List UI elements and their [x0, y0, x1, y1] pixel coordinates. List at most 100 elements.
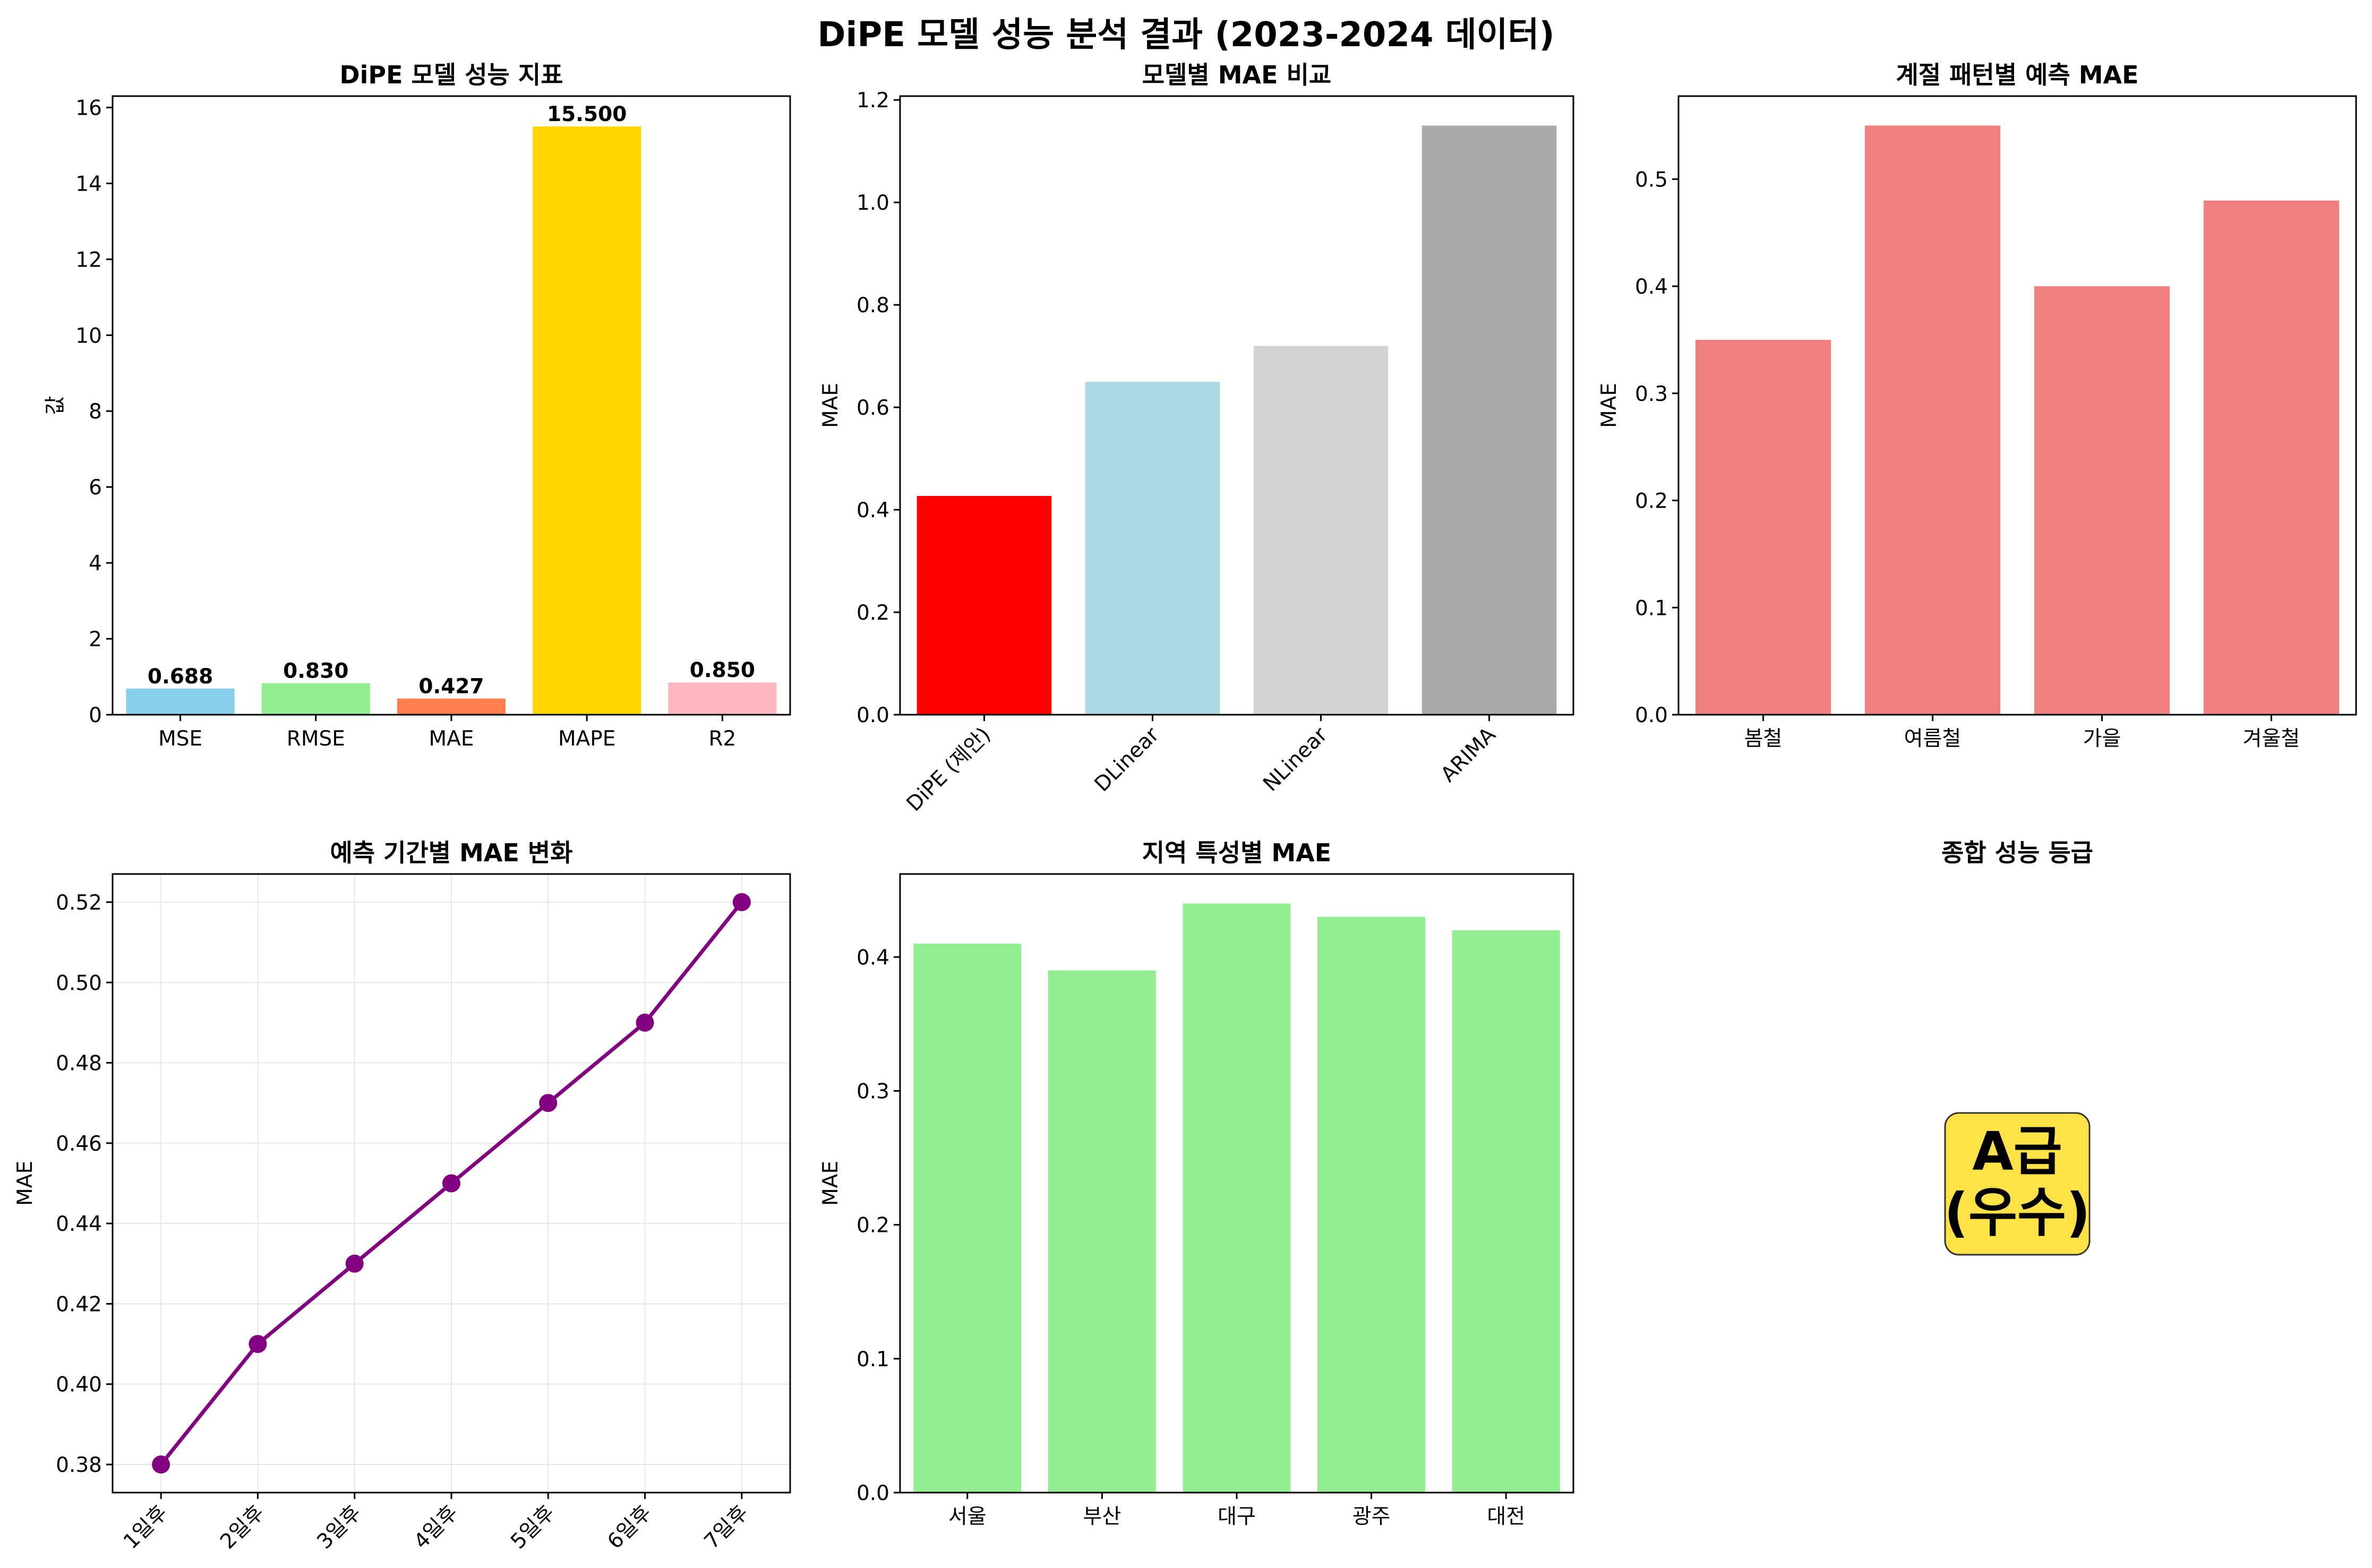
x-tick-label: 6일후	[603, 1501, 656, 1554]
y-tick-label: 0.6	[857, 396, 889, 420]
data-point	[249, 1335, 267, 1353]
y-axis-label: MAE	[819, 383, 843, 428]
y-tick-label: 0.48	[56, 1052, 102, 1076]
chart-title: 지역 특성별 MAE	[1142, 838, 1331, 867]
x-tick-label: DLinear	[1090, 723, 1164, 796]
bar-광주	[1317, 916, 1426, 1493]
data-point	[636, 1013, 654, 1032]
figure-title: DiPE 모델 성능 분석 결과 (2023-2024 데이터)	[817, 15, 1555, 55]
data-label: 15.500	[547, 102, 627, 126]
bar-봄철	[1695, 339, 1831, 715]
bar-MAPE	[533, 126, 641, 715]
x-tick-label: 4일후	[409, 1501, 463, 1554]
x-tick-label: MAE	[429, 727, 474, 751]
y-tick-label: 0.42	[56, 1292, 102, 1316]
x-tick-label: 가을	[2083, 727, 2121, 751]
grade-badge	[1944, 1112, 2091, 1256]
data-label: 0.427	[418, 674, 484, 698]
y-tick-label: 16	[75, 96, 102, 120]
y-tick-label: 1.2	[857, 89, 889, 113]
data-point	[345, 1254, 364, 1273]
bar-NLinear	[1253, 346, 1389, 715]
x-tick-label: 대전	[1487, 1505, 1525, 1529]
bar-MSE	[126, 688, 235, 715]
y-tick-label: 0.0	[1635, 704, 1668, 727]
y-tick-label: 0.44	[56, 1212, 102, 1236]
y-axis-label: MAE	[1597, 383, 1621, 428]
grade-panel-title: 종합 성능 등급	[1941, 838, 2093, 867]
x-tick-label: 대구	[1218, 1505, 1256, 1529]
chart-title: 예측 기간별 MAE 변화	[330, 838, 572, 867]
y-tick-label: 0.4	[1635, 275, 1668, 299]
chart-metrics: 0.688 0.830 0.427 15.500 0.850 0 2 4 6 8 10 12 14 16 M…	[44, 61, 791, 751]
grade-panel: 종합 성능 등급 A급(우수)	[1941, 838, 2093, 1256]
y-tick-label: 0.0	[857, 1481, 889, 1505]
y-tick-label: 0.2	[857, 1214, 889, 1238]
y-tick-label: 0.46	[56, 1132, 102, 1156]
y-tick-label: 0.1	[857, 1348, 889, 1372]
bar-R2	[668, 682, 777, 715]
chart-title: 모델별 MAE 비교	[1142, 61, 1331, 89]
y-tick-label: 0.3	[1635, 382, 1668, 406]
bar-부산	[1048, 970, 1156, 1493]
y-tick-label: 0.2	[1635, 490, 1668, 513]
data-label: 0.688	[148, 665, 213, 689]
y-tick-label: 10	[75, 324, 102, 348]
plot-frame	[112, 95, 791, 716]
y-tick-label: 0.4	[857, 499, 889, 522]
y-tick-label: 0.5	[1635, 168, 1668, 192]
x-tick-label: 2일후	[216, 1501, 269, 1554]
y-tick-label: 0.1	[1635, 596, 1668, 620]
y-axis-label: 값	[44, 396, 67, 415]
x-tick-label: 여름철	[1904, 727, 1962, 751]
bar-RMSE	[261, 683, 370, 715]
y-tick-label: 12	[75, 248, 102, 272]
y-tick-label: 8	[89, 400, 102, 424]
y-tick-label: 2	[89, 628, 102, 652]
x-tick-label: 3일후	[313, 1501, 366, 1554]
data-point	[442, 1174, 460, 1193]
x-tick-label: 겨울철	[2243, 727, 2300, 751]
y-axis-label: MAE	[819, 1161, 843, 1206]
x-tick-label: 5일후	[506, 1501, 559, 1554]
chart-model-compare: 0.0 0.2 0.4 0.6 0.8 1.0 1.2 DiPE (제안) DLinear NLi…	[819, 61, 1574, 816]
data-label: 0.830	[283, 659, 348, 683]
bar-서울	[913, 944, 1022, 1493]
x-tick-label: ARIMA	[1436, 723, 1501, 787]
data-label: 0.850	[690, 658, 755, 682]
x-tick-label: 서울	[948, 1505, 987, 1529]
chart-title: DiPE 모델 성능 지표	[339, 61, 563, 89]
bar-여름철	[1864, 125, 2001, 715]
y-tick-label: 4	[89, 552, 102, 576]
x-tick-label: MSE	[158, 727, 202, 751]
y-tick-label: 14	[75, 172, 102, 196]
data-point	[152, 1455, 170, 1474]
y-tick-label: 0.2	[857, 601, 889, 625]
y-tick-label: 0.4	[857, 946, 889, 970]
y-tick-label: 0.50	[56, 971, 102, 995]
bar-DLinear	[1085, 381, 1220, 715]
y-tick-label: 1.0	[857, 191, 889, 215]
chart-horizon: 0.38 0.40 0.42 0.44 0.46 0.48 0.50 0.52 1일후 2일후 3일…	[13, 838, 791, 1554]
x-tick-label: 광주	[1352, 1505, 1391, 1529]
x-tick-label: 1일후	[119, 1501, 172, 1554]
x-tick-label: 부산	[1083, 1505, 1121, 1529]
y-tick-label: 0.38	[56, 1453, 102, 1477]
bar-겨울철	[2203, 200, 2340, 715]
plot-frame	[899, 95, 1574, 716]
x-tick-label: NLinear	[1258, 723, 1332, 796]
grade-text: A급	[1972, 1120, 2062, 1183]
bar-가을	[2034, 286, 2170, 715]
data-point	[732, 893, 751, 911]
bar-대전	[1452, 930, 1560, 1493]
y-tick-label: 0.3	[857, 1080, 889, 1104]
y-axis-label: MAE	[13, 1161, 37, 1206]
bar-DiPE (제안)	[917, 496, 1052, 715]
y-tick-label: 0.0	[857, 704, 889, 727]
bar-MAE	[397, 698, 506, 715]
data-point	[539, 1094, 558, 1112]
y-tick-label: 0.8	[857, 294, 889, 318]
x-tick-label: RMSE	[287, 727, 345, 751]
